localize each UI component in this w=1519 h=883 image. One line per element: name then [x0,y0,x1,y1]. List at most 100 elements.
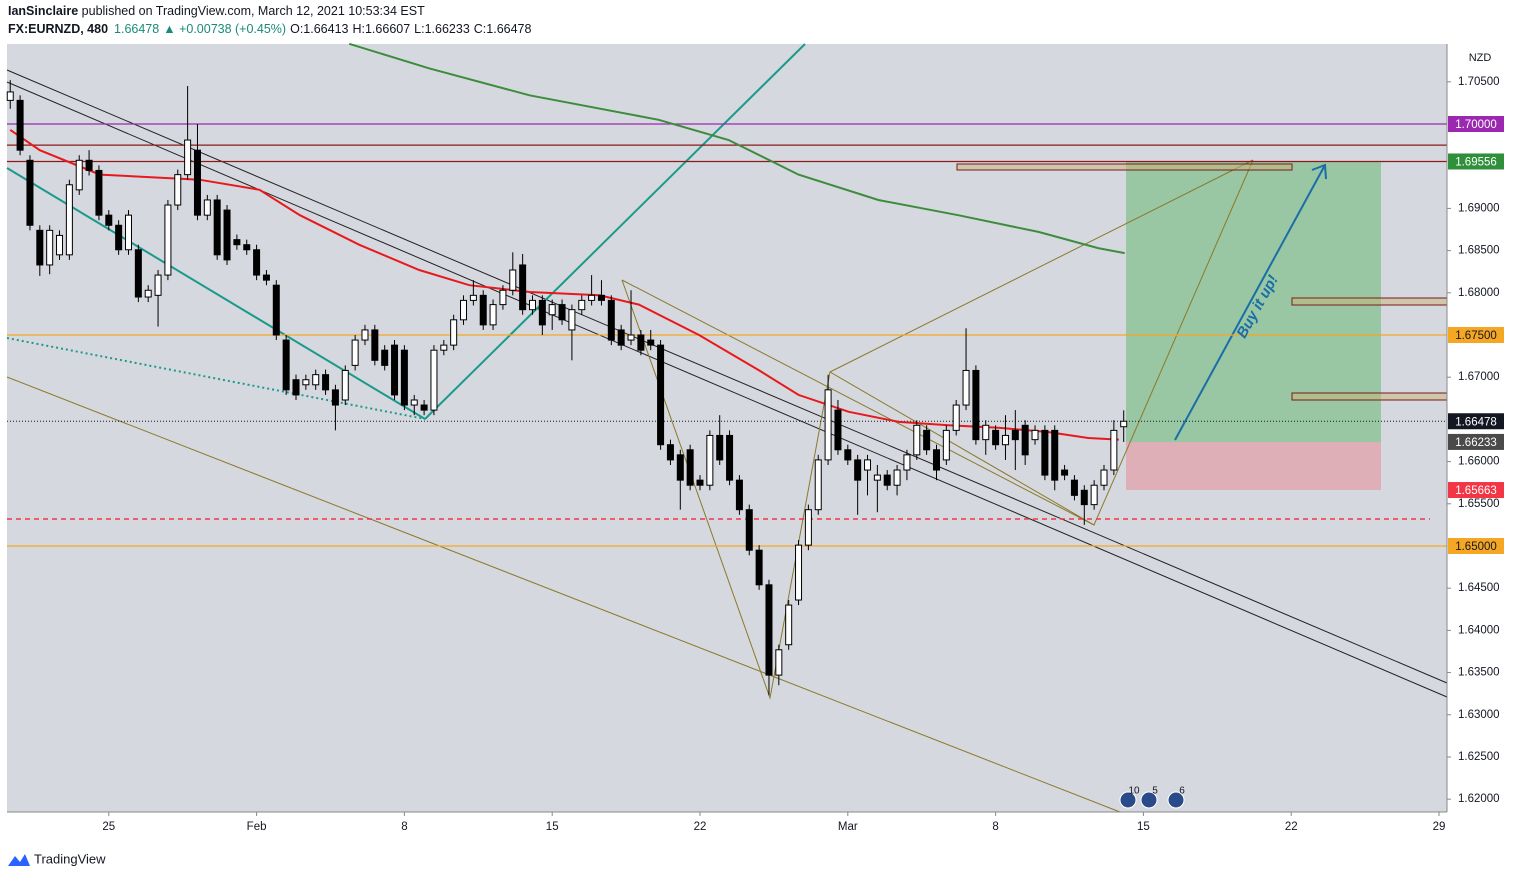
candle-body [36,229,44,266]
x-tick-label: 8 [401,821,407,833]
change: ▲ +0.00738 (+0.45%) [163,22,286,36]
candle-body [795,544,803,601]
candle-body [460,299,468,321]
x-tick-label: 15 [546,821,559,833]
arrow-head [1311,163,1327,180]
candle-body [302,379,310,386]
x-tick-label: 22 [694,821,707,833]
price-marker-label: 1.67500 [1455,330,1497,342]
candle-body [745,509,753,551]
event-badge [1140,791,1158,809]
candle-body [528,299,536,311]
event-badge [1119,791,1137,809]
candle-body [124,214,132,251]
y-tick-label: 1.62000 [1458,793,1500,805]
candle-body [1001,434,1009,446]
candle-body [666,444,674,461]
candle-body [804,509,812,546]
candle-body [972,369,980,441]
candle-body [814,459,822,511]
y-tick-label: 1.63000 [1458,709,1500,721]
candle-body [184,139,192,176]
candle-body [282,339,290,391]
candle-body [164,204,172,276]
candle-body [26,159,34,226]
candle-body [105,214,113,226]
published: published on TradingView.com, March 12, … [78,4,425,18]
x-tick-label: 22 [1285,821,1298,833]
currency: NZD [1469,52,1492,64]
y-tick-label: 1.62500 [1458,751,1500,763]
candle-body [548,304,556,316]
brand: TradingView [34,851,106,866]
teal-dotted-line [6,337,426,420]
logo [8,854,30,866]
y-tick-label: 1.67000 [1458,371,1500,383]
candle-body [923,429,931,451]
x-tick-label: 25 [102,821,115,833]
channel-line [6,81,1448,698]
candle-body [873,474,881,481]
candle-body [657,344,665,446]
candle-body [253,249,261,276]
candle-body [174,174,182,206]
candle-body [420,404,428,411]
candle-body [765,584,773,676]
moving-average [348,42,1125,255]
candle-body [1021,424,1029,456]
event-badge [1167,791,1185,809]
candle-body [450,319,458,346]
pattern [621,279,1095,526]
y-tick-label: 1.64500 [1458,582,1500,594]
event-count: 6 [1179,786,1185,797]
symbol: FX:EURNZD, 480 [8,22,108,36]
candle-body [637,334,645,351]
teal-line [6,167,426,420]
candle-body [400,349,408,406]
candle-body [203,199,211,216]
candle-body [95,169,103,216]
candle-body [509,269,517,291]
price-marker [1448,326,1504,343]
candle-body [982,424,990,441]
candle-body [1080,489,1088,506]
candle-body [75,159,83,191]
event-count: 5 [1152,786,1158,797]
candle-body [272,284,280,336]
y-tick-label: 1.69000 [1458,202,1500,214]
candle-body [1031,429,1039,441]
candle-body [558,304,566,321]
y-tick-label: 1.68500 [1458,245,1500,257]
pattern [829,159,1254,373]
price-marker [1448,537,1504,554]
arrow [1174,164,1326,441]
candle-body [568,309,576,331]
candle-body [992,429,1000,446]
candle-body [854,459,862,481]
candle-body [1011,429,1019,441]
y-tick-label: 1.70500 [1458,76,1500,88]
candle-body [726,434,734,481]
candle-body [56,234,64,256]
zone-box [1291,392,1448,401]
event-count: 10 [1128,786,1140,797]
candle-body [410,399,418,406]
candle-body [696,479,704,486]
candle-body [864,459,872,471]
candle-body [627,334,635,341]
candle-body [686,449,694,486]
price-marker [1448,116,1504,133]
y-tick-label: 1.64000 [1458,624,1500,636]
candle-body [154,274,162,296]
candle-body [1051,429,1059,481]
candle-body [962,369,970,406]
candle-body [489,304,497,326]
candle-body [519,264,527,311]
candle-body [578,299,586,311]
trend-line [6,376,1121,813]
candle-body [597,294,605,301]
x-tick-label: Feb [247,821,267,833]
candle-body [430,349,438,411]
candle-body [893,469,901,486]
